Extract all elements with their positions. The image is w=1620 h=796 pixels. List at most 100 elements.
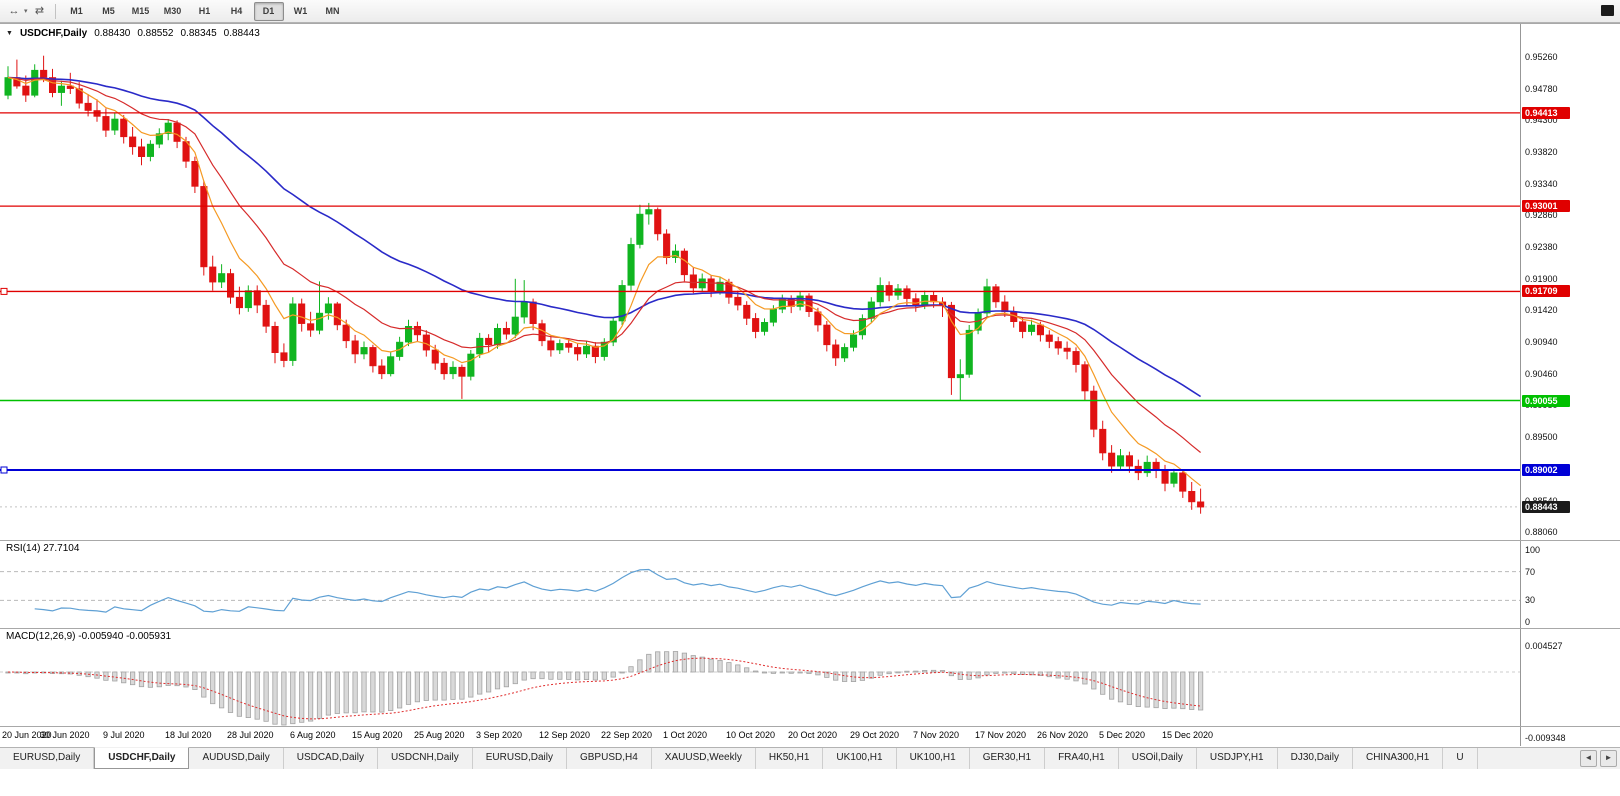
macd-histogram-bar xyxy=(210,671,216,705)
macd-histogram-bar xyxy=(1180,671,1186,710)
line-handle[interactable] xyxy=(0,466,8,474)
macd-histogram-bar xyxy=(548,671,554,680)
price-tag-0.93001[interactable]: 0.93001 xyxy=(1522,200,1570,212)
candle xyxy=(511,278,519,339)
macd-histogram-bar xyxy=(521,671,527,681)
time-axis[interactable]: 20 Jun 2020 30 Jun 2020 9 Jul 2020 18 Jul 2… xyxy=(0,727,1520,746)
candle xyxy=(778,294,786,314)
macd-histogram-bar xyxy=(441,671,447,701)
candle xyxy=(57,80,66,106)
candle xyxy=(146,140,154,162)
moving-average-line-7 xyxy=(7,76,1201,487)
line-handle[interactable] xyxy=(0,287,8,295)
timeframe-button-w1[interactable]: W1 xyxy=(293,5,308,16)
price-tag-0.94413[interactable]: 0.94413 xyxy=(1522,107,1570,119)
price-axis-label: 0.94300 xyxy=(1525,115,1558,125)
macd-histogram-bar xyxy=(156,671,162,688)
date-axis-label: 15 Dec 2020 xyxy=(1162,730,1214,740)
price-tag-0.91709[interactable]: 0.91709 xyxy=(1522,285,1570,297)
symbol-tab-fra40-h1[interactable]: FRA40,H1 xyxy=(1045,748,1119,769)
main-price-chart[interactable] xyxy=(0,42,1520,540)
chart-shift-icon[interactable]: ⇄ xyxy=(34,4,45,17)
macd-histogram-bar xyxy=(1046,671,1052,678)
candle xyxy=(440,358,448,380)
macd-histogram-bar xyxy=(948,671,955,677)
symbol-tab-usdchf-daily[interactable]: USDCHF,Daily xyxy=(94,747,190,769)
candle xyxy=(404,319,413,347)
symbol-tab-dj30-daily[interactable]: DJ30,Daily xyxy=(1278,748,1353,769)
symbol-tab-gbpusd-h4[interactable]: GBPUSD,H4 xyxy=(567,748,652,769)
macd-histogram-bar xyxy=(637,659,643,673)
symbol-tab-uk100-h1[interactable]: UK100,H1 xyxy=(823,748,897,769)
dropdown-caret-icon[interactable]: ▾ xyxy=(24,8,28,15)
macd-panel[interactable] xyxy=(0,629,1520,726)
timeframe-button-group: M1 M5 M15 M30 H1 H4 D1 W1 MN xyxy=(61,1,349,21)
candle xyxy=(1152,458,1160,479)
candle xyxy=(298,298,306,332)
symbol-tab-usdjpy-h1[interactable]: USDJPY,H1 xyxy=(1197,748,1278,769)
macd-histogram-bar xyxy=(129,671,136,686)
symbol-tab-usdcnh-daily[interactable]: USDCNH,Daily xyxy=(378,748,473,769)
rsi-axis-label: 100 xyxy=(1525,545,1541,555)
current-price-tag[interactable]: 0.88443 xyxy=(1522,501,1570,513)
macd-histogram-bar xyxy=(957,671,963,680)
macd-histogram-bar xyxy=(797,671,803,674)
tabs-scroll-right-button[interactable]: ► xyxy=(1600,750,1617,767)
symbol-tab-xauusd-weekly[interactable]: XAUUSD,Weekly xyxy=(652,748,756,769)
timeframe-button-m30[interactable]: M30 xyxy=(163,5,182,16)
timeframe-button-h4[interactable]: H4 xyxy=(230,5,243,16)
candle xyxy=(333,301,341,331)
macd-histogram-bar xyxy=(539,671,545,680)
symbol-tab-china300-h1[interactable]: CHINA300,H1 xyxy=(1353,748,1444,769)
candle xyxy=(75,82,83,109)
timeframe-button-m15[interactable]: M15 xyxy=(131,5,150,16)
price-axis[interactable]: 0.95260 0.94780 0.94300 0.93820 0.93340 0.928… xyxy=(1520,24,1620,746)
date-axis-label: 20 Oct 2020 xyxy=(788,730,838,740)
candle xyxy=(556,339,564,354)
candle xyxy=(120,115,128,144)
price-tag-0.90055[interactable]: 0.90055 xyxy=(1522,395,1570,407)
macd-histogram-bar xyxy=(601,671,607,680)
timeframe-button-m5[interactable]: M5 xyxy=(102,5,115,16)
candle xyxy=(689,266,697,294)
symbol-tab-audusd-daily[interactable]: AUDUSD,Daily xyxy=(189,748,284,769)
symbol-tab-usdcad-daily[interactable]: USDCAD,Daily xyxy=(284,748,378,769)
candle xyxy=(111,112,119,135)
price-axis-label: 0.94780 xyxy=(1525,84,1558,94)
timeframe-button-mn[interactable]: MN xyxy=(325,5,340,16)
candle xyxy=(832,339,840,366)
date-axis-label: 30 Jun 2020 xyxy=(40,730,90,740)
panel-divider[interactable] xyxy=(0,628,1620,629)
macd-histogram-bar xyxy=(183,671,189,688)
symbol-tab-usoil-daily[interactable]: USOil,Daily xyxy=(1119,748,1197,769)
timeframe-button-m1[interactable]: M1 xyxy=(70,5,83,16)
timeframe-button-h1[interactable]: H1 xyxy=(198,5,211,16)
candle xyxy=(823,321,831,352)
candle xyxy=(538,319,546,347)
macd-histogram-bar xyxy=(779,671,785,674)
macd-histogram-bar xyxy=(530,671,536,680)
tabs-scroll-left-button[interactable]: ◄ xyxy=(1580,750,1597,767)
symbol-tab-eurusd-daily[interactable]: EURUSD,Daily xyxy=(473,748,567,769)
chart-autoscroll-icon[interactable]: ↔ xyxy=(8,4,20,17)
candle xyxy=(1143,455,1151,477)
rsi-panel[interactable] xyxy=(0,541,1520,628)
candle xyxy=(805,293,813,317)
chart-menu-icon[interactable]: ▼ xyxy=(6,30,13,37)
ohlc-close: 0.88443 xyxy=(223,28,260,39)
candle xyxy=(307,311,315,337)
macd-histogram-bar xyxy=(423,671,429,701)
macd-histogram-bar xyxy=(512,671,518,685)
panel-divider[interactable] xyxy=(0,540,1620,541)
timeframe-button-d1[interactable]: D1 xyxy=(253,1,284,21)
candle xyxy=(1179,470,1187,498)
symbol-tab-hk50-h1[interactable]: HK50,H1 xyxy=(756,748,824,769)
candle xyxy=(342,319,350,349)
symbol-tab-uk100-h1[interactable]: UK100,H1 xyxy=(897,748,970,769)
macd-histogram-bar xyxy=(1011,671,1017,674)
symbol-tab-eurusd-daily[interactable]: EURUSD,Daily xyxy=(0,748,95,769)
symbol-tab-ger30-h1[interactable]: GER30,H1 xyxy=(970,748,1046,769)
window-profile-icon[interactable] xyxy=(1601,5,1614,16)
price-tag-0.89002[interactable]: 0.89002 xyxy=(1522,464,1570,476)
symbol-tab-u[interactable]: U xyxy=(1443,748,1478,769)
